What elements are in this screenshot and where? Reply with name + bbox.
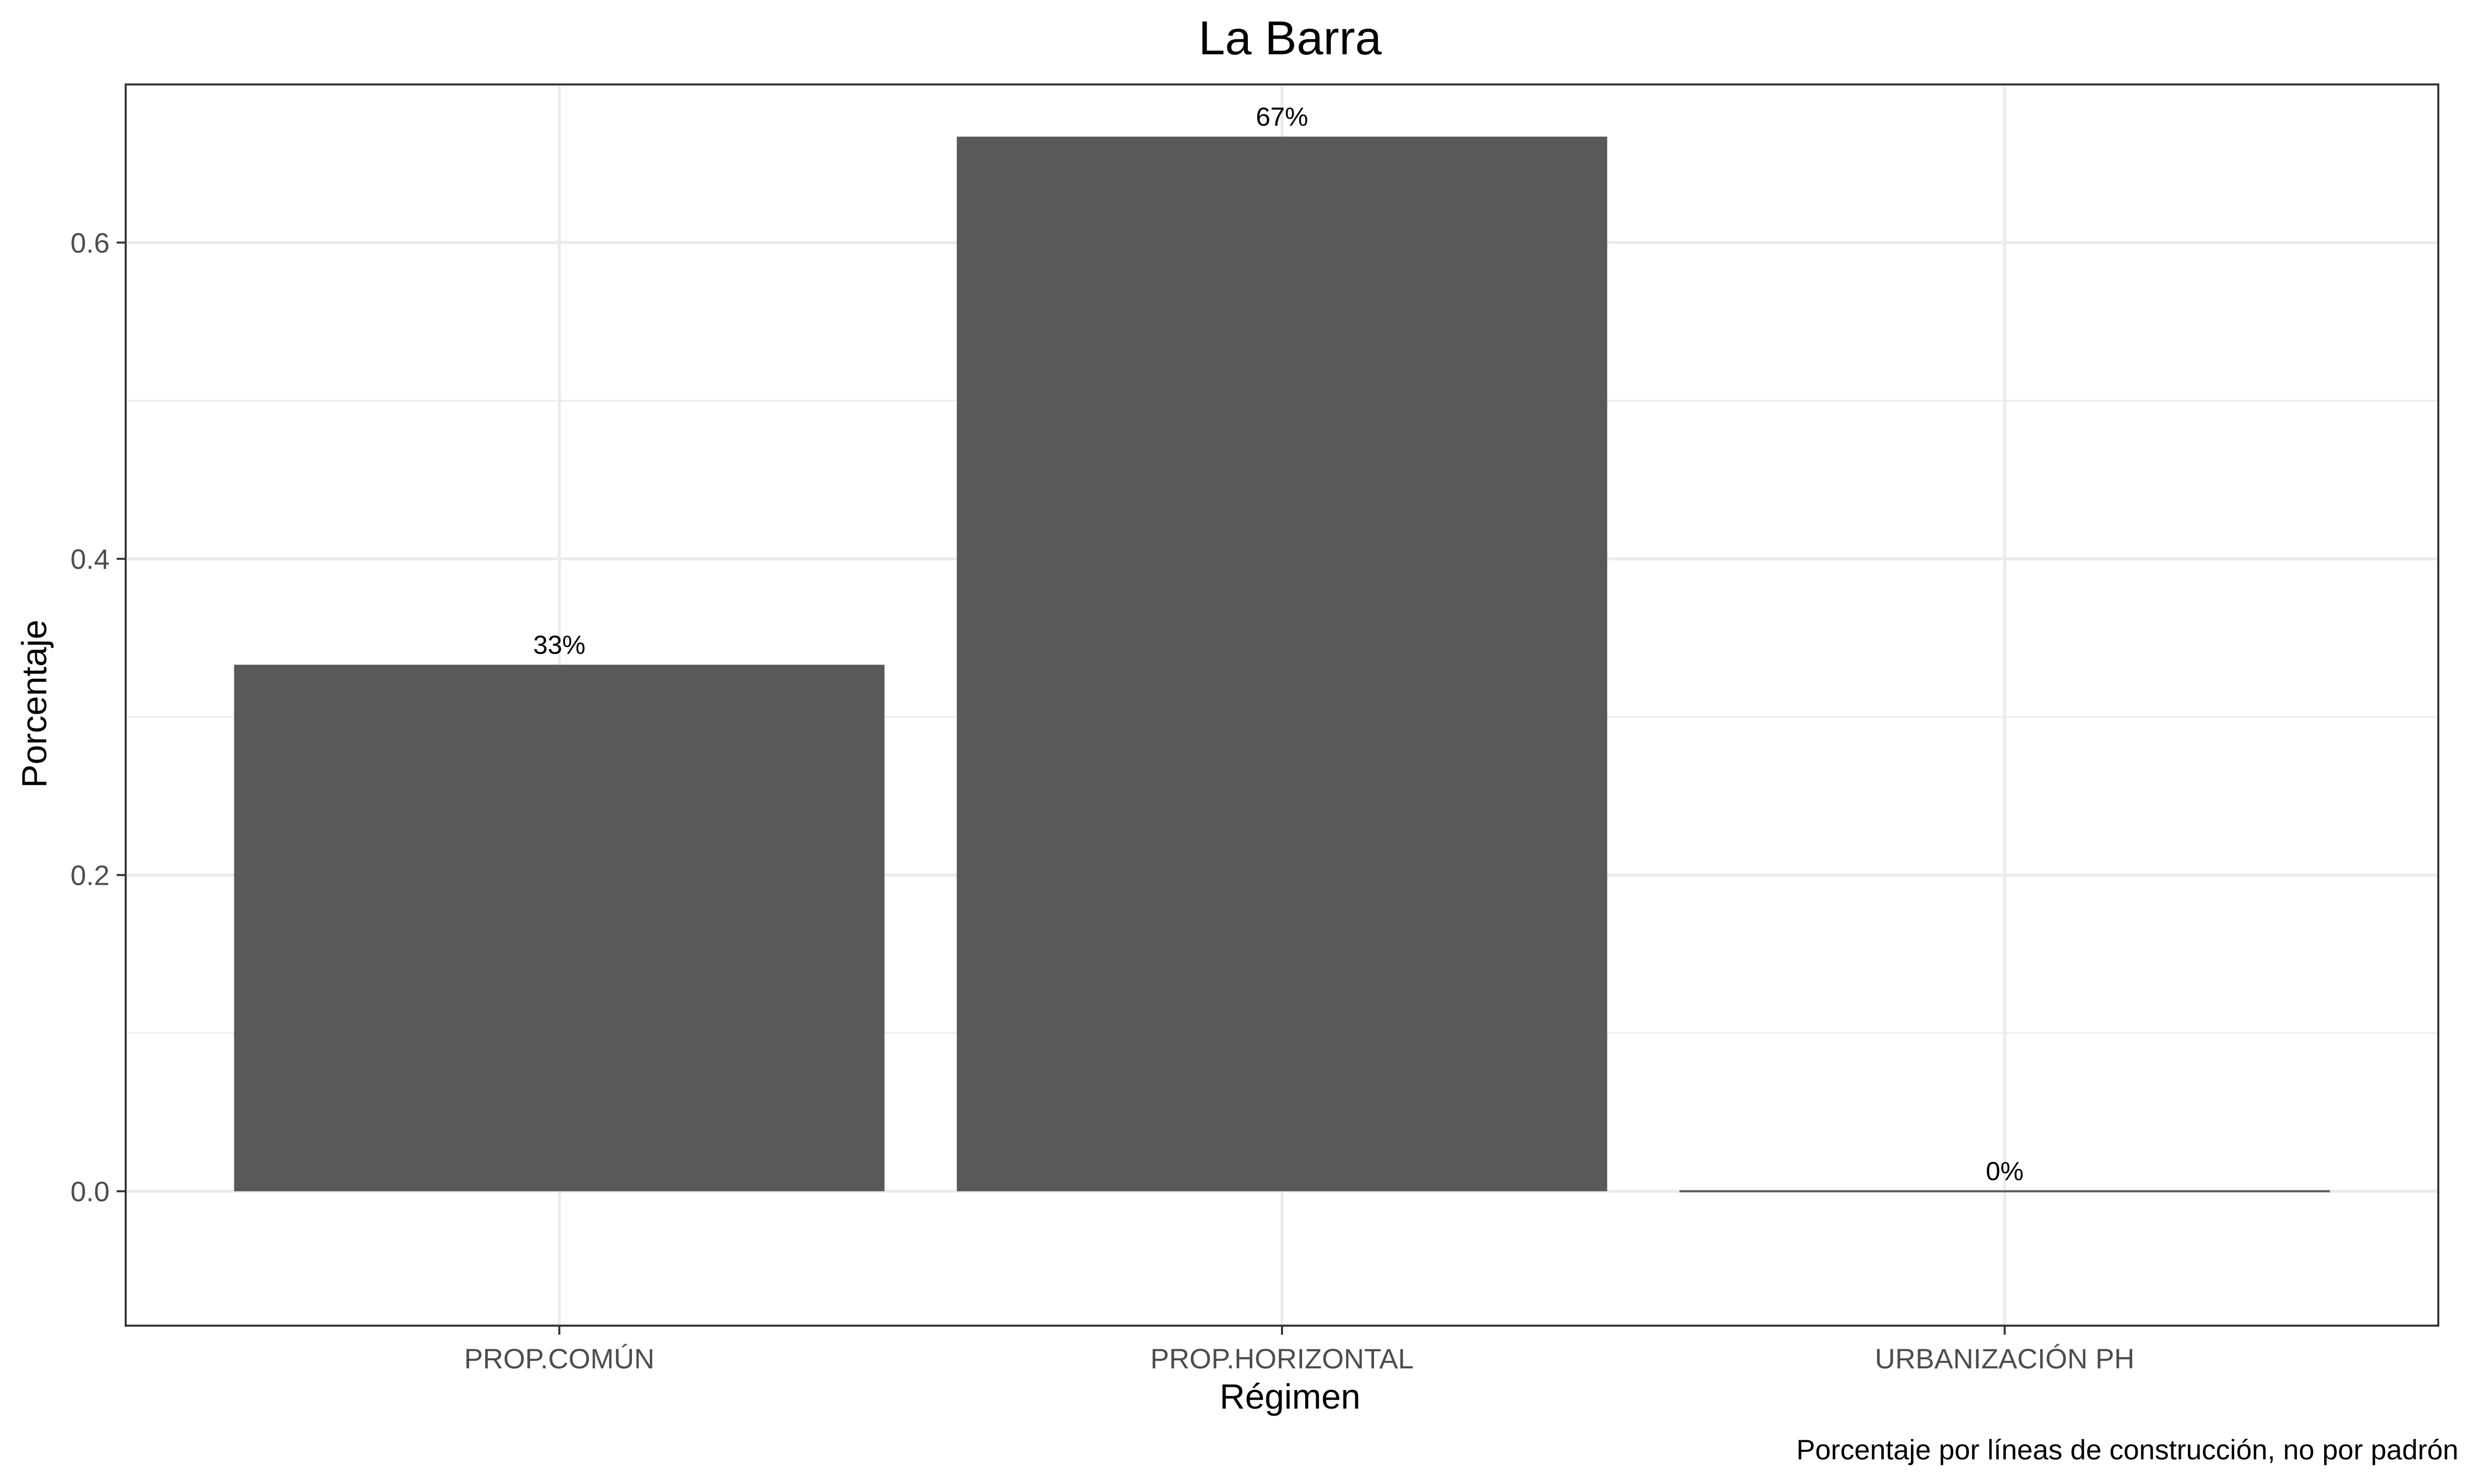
x-axis-title: Régimen <box>1220 1377 1360 1416</box>
bar <box>234 665 885 1191</box>
bar-value-label: 33% <box>533 630 585 660</box>
x-tick-label: URBANIZACIÓN PH <box>1875 1343 2135 1374</box>
bar <box>1679 1190 2330 1192</box>
y-tick-label: 0.2 <box>70 860 110 891</box>
bar-value-label: 67% <box>1256 103 1308 132</box>
x-axis-ticks: PROP.COMÚN PROP.HORIZONTAL URBANIZACIÓN PH <box>464 1326 2135 1374</box>
x-tick-label: PROP.HORIZONTAL <box>1150 1343 1414 1374</box>
y-axis-ticks: 0.0 0.2 0.4 0.6 <box>70 227 126 1208</box>
y-tick-label: 0.6 <box>70 227 110 259</box>
bar-value-label: 0% <box>1986 1157 2024 1186</box>
bars <box>234 136 2330 1192</box>
x-tick-label: PROP.COMÚN <box>464 1343 655 1374</box>
data-labels: 33% 67% 0% <box>533 103 2024 1186</box>
y-tick-label: 0.4 <box>70 543 110 575</box>
y-axis-title: Porcentaje <box>15 620 54 788</box>
chart-title: La Barra <box>1199 12 1382 65</box>
chart-caption: Porcentaje por líneas de construcción, n… <box>1796 1434 2458 1465</box>
bar <box>957 136 1607 1191</box>
y-tick-label: 0.0 <box>70 1176 110 1208</box>
